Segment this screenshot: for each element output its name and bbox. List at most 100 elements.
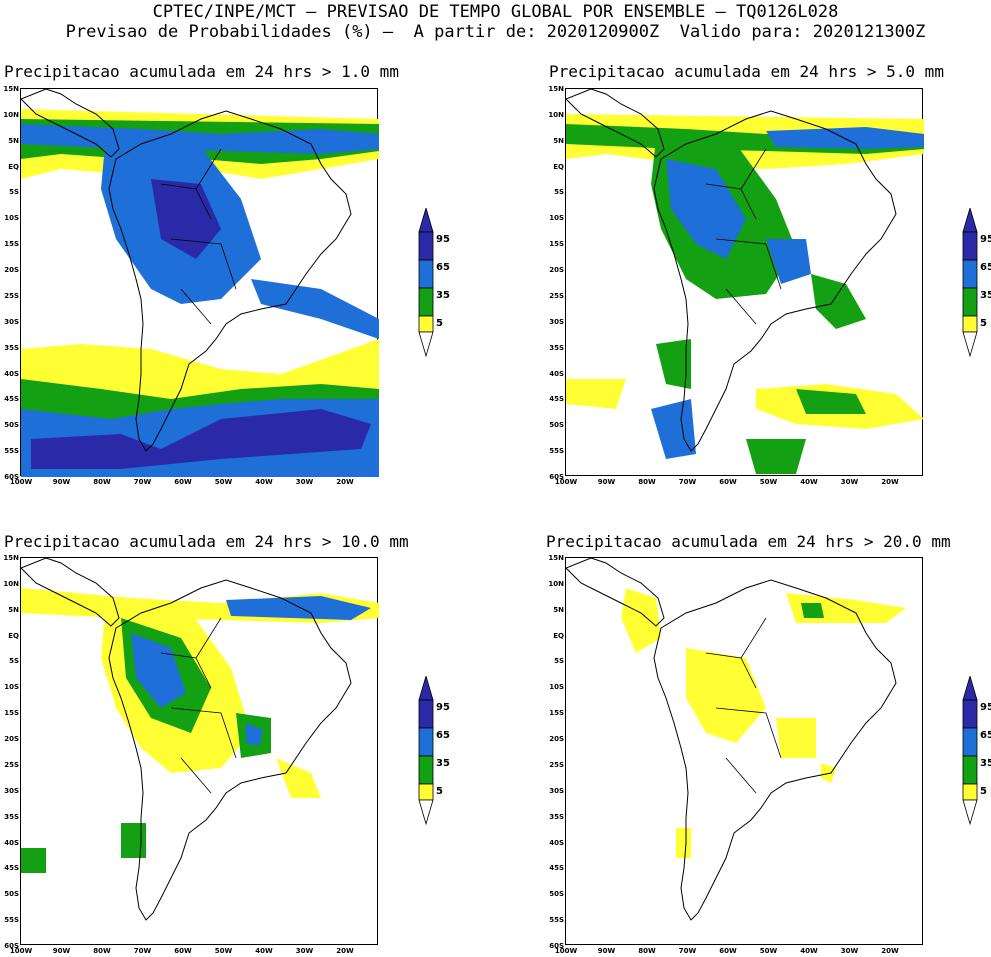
longitude-label: 60W [174, 947, 192, 955]
longitude-label: 70W [133, 947, 152, 955]
panel-3-title: Precipitacao acumulada em 24 hrs > 10.0 … [4, 532, 409, 551]
latitude-label: 15S [4, 240, 19, 249]
color-scale-legend-3: 95 65 35 5 [418, 674, 478, 826]
longitude-label: 40W [255, 947, 273, 955]
latitude-label: 15S [549, 240, 564, 249]
legend-label: 35 [980, 758, 991, 769]
latitude-label: 20S [549, 266, 564, 275]
latitude-label: 15N [3, 554, 19, 562]
longitude-label: 70W [133, 478, 152, 486]
legend-label: 35 [980, 290, 991, 301]
latitude-label: EQ [553, 631, 564, 640]
legend-label: 65 [436, 262, 450, 273]
longitude-label: 80W [638, 478, 656, 486]
legend-label: 35 [436, 290, 450, 301]
latitude-label: 10N [3, 110, 19, 119]
legend-label: 95 [436, 234, 450, 245]
latitude-label: 55S [549, 916, 564, 925]
subtitle: Previsao de Probabilidades (%) – A parti… [65, 22, 926, 42]
longitude-label: 60W [174, 478, 192, 486]
longitude-label: 70W [678, 478, 697, 486]
latitude-label: EQ [553, 162, 564, 171]
latitude-label: 50S [549, 421, 564, 430]
latitude-label: 60S [4, 942, 19, 950]
latitude-label: 10S [4, 214, 19, 223]
longitude-label: 20W [881, 478, 899, 486]
longitude-label: 60W [719, 947, 737, 955]
latitude-label: 35S [549, 812, 564, 821]
latitude-label: 5S [554, 657, 564, 666]
latitude-label: 35S [4, 812, 19, 821]
legend-label: 5 [980, 786, 987, 797]
main-title: CPTEC/INPE/MCT – PREVISAO DE TEMPO GLOBA… [152, 2, 839, 22]
latitude-label: 60S [4, 473, 19, 481]
latitude-label: 25S [549, 760, 564, 769]
longitude-label: 50W [759, 478, 778, 486]
latitude-label: 5S [554, 188, 564, 197]
longitude-label: 50W [214, 478, 233, 486]
latitude-label: 55S [4, 447, 19, 456]
longitude-label: 100W [554, 478, 578, 486]
longitude-label: 90W [597, 478, 616, 486]
latitude-label: 10N [548, 110, 564, 119]
latitude-label: 10S [549, 214, 564, 223]
latitude-label: 35S [549, 343, 564, 352]
latitude-label: 25S [549, 291, 564, 300]
latitude-label: 20S [549, 735, 564, 744]
latitude-label: 50S [549, 890, 564, 899]
latitude-label: EQ [8, 162, 19, 171]
latitude-label: 5N [8, 605, 19, 614]
latitude-label: 20S [4, 735, 19, 744]
legend-label: 95 [436, 702, 450, 713]
longitude-label: 70W [678, 947, 697, 955]
legend-label: 65 [980, 262, 991, 273]
latitude-label: 55S [549, 447, 564, 456]
latitude-label: 10S [549, 683, 564, 692]
longitude-label: 20W [336, 947, 354, 955]
legend-label: 5 [436, 786, 443, 797]
longitude-label: 90W [597, 947, 616, 955]
latitude-label: 40S [4, 838, 19, 847]
latitude-label: 40S [549, 838, 564, 847]
longitude-label: 80W [93, 947, 111, 955]
latitude-label: 60S [549, 942, 564, 950]
latitude-label: 45S [549, 395, 564, 404]
longitude-label: 90W [52, 478, 71, 486]
latitude-label: 50S [4, 890, 19, 899]
longitude-label: 30W [295, 478, 314, 486]
legend-label: 5 [980, 318, 987, 329]
latitude-label: 35S [4, 343, 19, 352]
latitude-label: 45S [549, 864, 564, 873]
latitude-label: 45S [4, 395, 19, 404]
longitude-label: 90W [52, 947, 71, 955]
latitude-label: 20S [4, 266, 19, 275]
longitude-label: 30W [840, 478, 859, 486]
legend-label: 95 [980, 234, 991, 245]
longitude-label: 30W [840, 947, 859, 955]
latitude-label: 10N [3, 579, 19, 588]
legend-label: 5 [436, 318, 443, 329]
latitude-label: 25S [4, 291, 19, 300]
latitude-label: 25S [4, 760, 19, 769]
longitude-label: 30W [295, 947, 314, 955]
legend-label: 95 [980, 702, 991, 713]
latitude-label: 15N [548, 554, 564, 562]
legend-label: 65 [436, 730, 450, 741]
longitude-label: 40W [255, 478, 273, 486]
longitude-label: 20W [336, 478, 354, 486]
latitude-label: 55S [4, 916, 19, 925]
probability-map-20mm: 15N 10N 5N EQ 5S 10S 15S 20S 25S 30S 35S 40S 45S 50S 5… [548, 554, 923, 955]
longitude-label: 60W [719, 478, 737, 486]
probability-map-1mm: 15N 10N 5N EQ 5S 10S 15S 20S 25S 30S 35S 40S 45S 50S 5… [3, 85, 379, 486]
latitude-label: 5N [8, 136, 19, 145]
latitude-label: 60S [549, 473, 564, 481]
latitude-label: 5S [9, 188, 19, 197]
longitude-label: 80W [93, 478, 111, 486]
latitude-label: 50S [4, 421, 19, 430]
latitude-label: 30S [549, 317, 564, 326]
probability-map-10mm: 15N 10N 5N EQ 5S 10S 15S 20S 25S 30S 35S 40S 45S 50S 5… [3, 554, 379, 955]
longitude-label: 100W [554, 947, 578, 955]
latitude-label: 15S [4, 709, 19, 718]
latitude-label: 40S [4, 369, 19, 378]
latitude-label: 45S [4, 864, 19, 873]
